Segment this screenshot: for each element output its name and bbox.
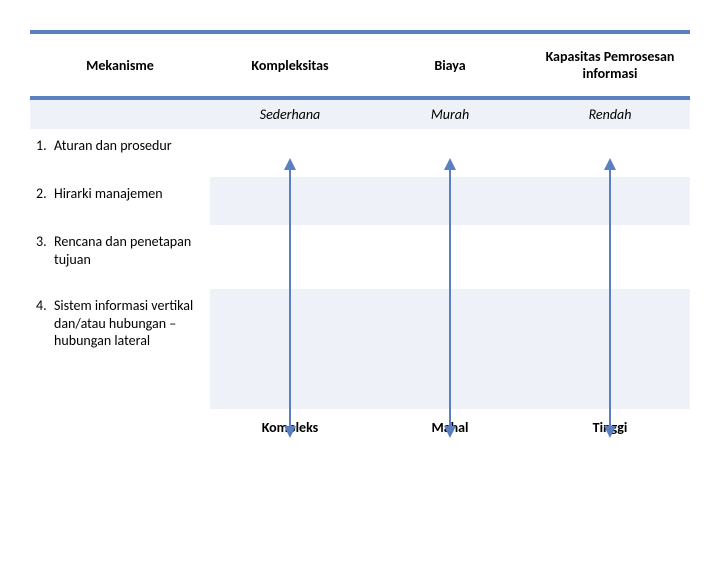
- header-biaya: Biaya: [370, 30, 530, 100]
- subheader-rendah: Rendah: [530, 100, 690, 129]
- footer-mahal: Mahal: [370, 409, 530, 444]
- cell-r2-c1: [210, 177, 370, 225]
- row-2-num: 2.: [36, 185, 54, 203]
- cell-r3-c3: [530, 225, 690, 289]
- row-2-text: Hirarki manajemen: [54, 185, 163, 203]
- row-4-label: 4. Sistem informasi vertikal dan/atau hu…: [30, 289, 210, 409]
- subheader-sederhana: Sederhana: [210, 100, 370, 129]
- row-2-label: 2. Hirarki manajemen: [30, 177, 210, 225]
- cell-r1-c3: [530, 129, 690, 177]
- row-3-text: Rencana dan penetapan tujuan: [54, 233, 200, 268]
- footer-blank: [30, 409, 210, 444]
- row-1-label: 1. Aturan dan prosedur: [30, 129, 210, 177]
- header-kapasitas: Kapasitas Pemrosesan informasi: [530, 30, 690, 100]
- cell-r2-c2: [370, 177, 530, 225]
- row-1-num: 1.: [36, 137, 54, 155]
- cell-r1-c2: [370, 129, 530, 177]
- comparison-table: Mekanisme Kompleksitas Biaya Kapasitas P…: [30, 30, 690, 444]
- cell-r4-c2: [370, 289, 530, 409]
- row-1-text: Aturan dan prosedur: [54, 137, 172, 155]
- footer-kompleks: Kompleks: [210, 409, 370, 444]
- row-3-num: 3.: [36, 233, 54, 251]
- cell-r3-c1: [210, 225, 370, 289]
- cell-r1-c1: [210, 129, 370, 177]
- cell-r4-c3: [530, 289, 690, 409]
- cell-r2-c3: [530, 177, 690, 225]
- cell-r3-c2: [370, 225, 530, 289]
- subheader-murah: Murah: [370, 100, 530, 129]
- row-4-num: 4.: [36, 297, 54, 315]
- header-kompleksitas: Kompleksitas: [210, 30, 370, 100]
- row-3-label: 3. Rencana dan penetapan tujuan: [30, 225, 210, 289]
- footer-tinggi: Tinggi: [530, 409, 690, 444]
- row-4-text: Sistem informasi vertikal dan/atau hubun…: [54, 297, 200, 350]
- cell-r4-c1: [210, 289, 370, 409]
- header-mekanisme: Mekanisme: [30, 30, 210, 100]
- subheader-blank: [30, 100, 210, 129]
